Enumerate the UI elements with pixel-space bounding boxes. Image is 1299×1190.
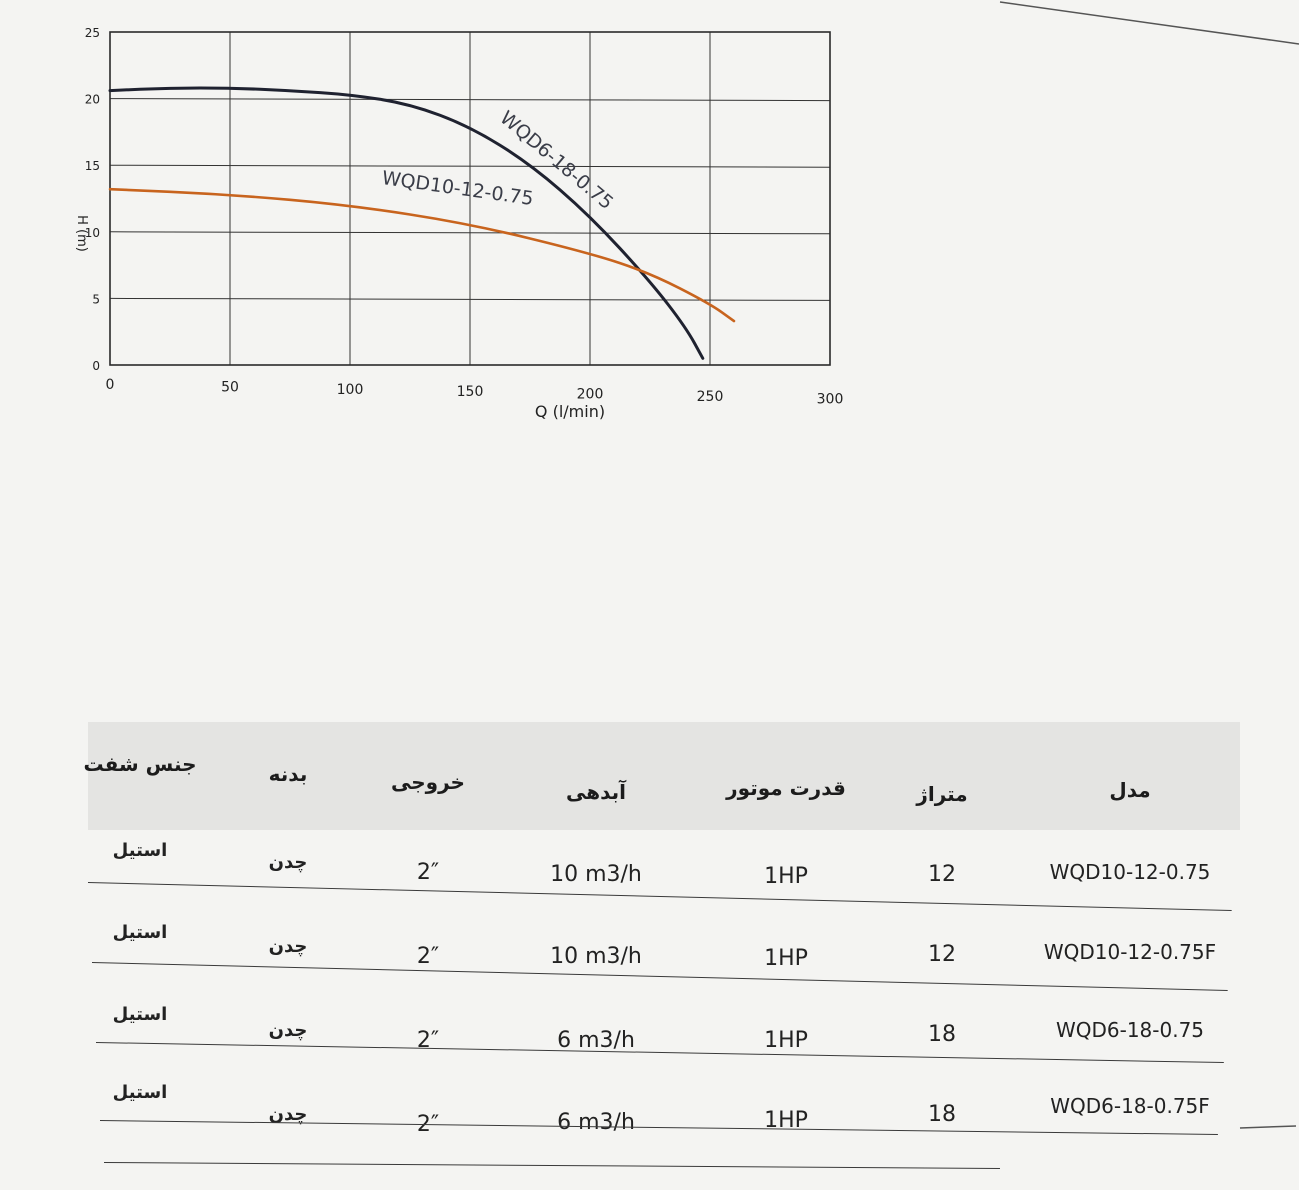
table-cell: 2″ [416,1028,440,1053]
y-axis-label: H (m) [74,215,89,252]
x-tick-label: 100 [337,382,364,398]
page-edge-line-bottom [1239,1125,1297,1129]
y-tick-label: 0 [92,359,100,373]
table-header-cell: مدل [1109,778,1151,802]
table-cell: 10 m3/h [550,944,642,969]
y-tick-label: 5 [92,292,100,306]
table-row-divider [91,962,1229,991]
table-cell: 12 [928,862,956,887]
grid-line-y [109,98,831,102]
plot-frame [109,31,831,366]
table-cell: WQD6-18-0.75F [1050,1094,1210,1118]
table-header-cell: آبدهی [565,780,627,804]
table-header-cell: بدنه [268,762,308,786]
table-row-divider [87,882,1232,911]
table-cell: WQD10-12-0.75 [1049,860,1211,884]
table-cell: WQD6-18-0.75 [1055,1018,1205,1042]
grid-line-y [109,297,831,301]
page-edge-line [999,1,1299,45]
x-tick-label: 250 [697,389,724,405]
table-cell: چدن [268,1020,308,1041]
table-cell: استیل [112,1082,168,1103]
table-cell: 2″ [416,860,440,885]
table-cell: استیل [112,840,168,861]
y-tick-label: 25 [85,26,100,40]
table-cell: استیل [112,1004,168,1025]
table-cell: 1HP [764,864,808,889]
y-tick-label: 20 [85,93,100,107]
chart-curves [108,86,736,360]
x-tick-label: 200 [577,387,604,403]
table-cell: 18 [928,1022,956,1047]
table-header-cell: متراژ [916,782,968,806]
chart-axes [109,31,831,366]
table-header-cell: خروجی [391,770,465,794]
table-cell: استیل [112,922,168,943]
table-cell: WQD10-12-0.75F [1043,940,1217,964]
x-tick-label: 150 [457,384,484,400]
x-tick-label: 300 [817,391,844,407]
table-row-divider [99,1120,1218,1135]
grid-line-y [109,231,831,235]
table-cell: 1HP [764,946,808,971]
table-cell: 1HP [764,1028,808,1053]
series-line [108,187,736,323]
table-header-cell: قدرت موتور [726,776,846,800]
table-cell: چدن [268,852,308,873]
y-tick-label: 15 [85,159,100,173]
table-row-divider [103,1162,1000,1169]
grid-line-y [109,164,831,168]
table-cell: 12 [928,942,956,967]
y-tick-label: 10 [85,226,100,240]
x-tick-label: 0 [106,377,115,393]
table-cell: چدن [268,1104,308,1125]
table-cell: 6 m3/h [557,1110,635,1135]
table-cell: 6 m3/h [557,1028,635,1053]
table-header-band [88,722,1240,830]
table-cell: 2″ [416,944,440,969]
x-axis-label: Q (l/min) [535,402,605,421]
series-line [108,86,705,360]
table-cell: 18 [928,1102,956,1127]
table-cell: 10 m3/h [550,862,642,887]
table-header-cell: جنس شفت [83,752,197,776]
table-row-divider [95,1042,1225,1063]
x-tick-label: 50 [221,379,239,395]
pump-curve-chart: 0 50 100 150 200 250 300 0 5 10 15 20 25 Q (l/min) H (… [74,26,844,421]
table-cell: چدن [268,936,308,957]
